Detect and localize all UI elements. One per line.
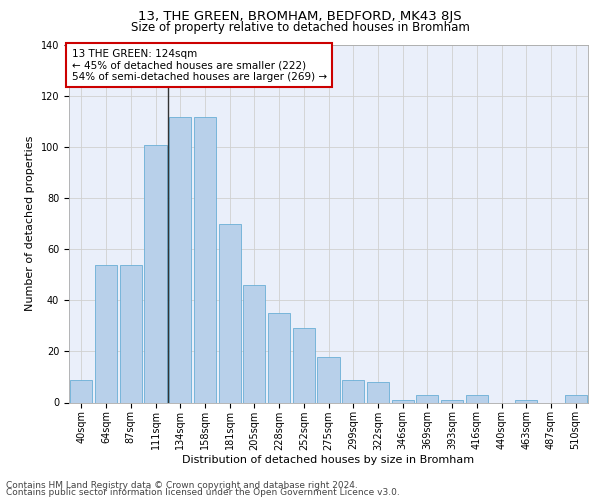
Bar	[342, 380, 364, 402]
Bar	[392, 400, 414, 402]
Bar	[70, 380, 92, 402]
Bar	[416, 395, 439, 402]
Bar	[218, 224, 241, 402]
Y-axis label: Number of detached properties: Number of detached properties	[25, 136, 35, 312]
Bar	[243, 285, 265, 403]
Text: 13 THE GREEN: 124sqm
← 45% of detached houses are smaller (222)
54% of semi-deta: 13 THE GREEN: 124sqm ← 45% of detached h…	[71, 48, 327, 82]
Bar	[466, 395, 488, 402]
Bar	[565, 395, 587, 402]
Text: Size of property relative to detached houses in Bromham: Size of property relative to detached ho…	[131, 21, 469, 34]
Bar	[367, 382, 389, 402]
X-axis label: Distribution of detached houses by size in Bromham: Distribution of detached houses by size …	[182, 455, 475, 465]
Bar	[515, 400, 538, 402]
Bar	[95, 264, 117, 402]
Bar	[169, 116, 191, 403]
Bar	[293, 328, 315, 402]
Text: 13, THE GREEN, BROMHAM, BEDFORD, MK43 8JS: 13, THE GREEN, BROMHAM, BEDFORD, MK43 8J…	[138, 10, 462, 23]
Bar	[317, 356, 340, 403]
Bar	[268, 313, 290, 402]
Text: Contains HM Land Registry data © Crown copyright and database right 2024.: Contains HM Land Registry data © Crown c…	[6, 481, 358, 490]
Bar	[145, 144, 167, 402]
Bar	[119, 264, 142, 402]
Bar	[441, 400, 463, 402]
Text: Contains public sector information licensed under the Open Government Licence v3: Contains public sector information licen…	[6, 488, 400, 497]
Bar	[194, 116, 216, 403]
